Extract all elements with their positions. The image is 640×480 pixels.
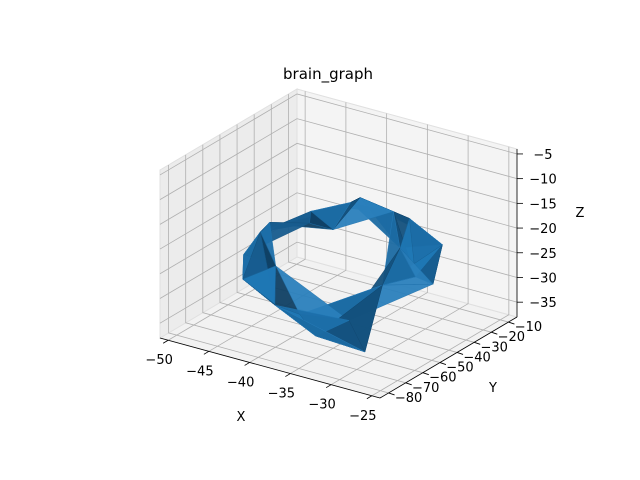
surface-facet	[274, 304, 366, 353]
z-tick-label: −25	[529, 247, 556, 262]
y-gridline	[168, 164, 389, 394]
x-tick-mark	[325, 384, 332, 389]
y-tick-label: −10	[515, 320, 542, 335]
y-gridline	[236, 124, 458, 353]
z-gridline	[159, 118, 518, 200]
axis-lines	[159, 149, 518, 399]
y-tick-mark	[422, 372, 429, 376]
x-axis-line	[159, 337, 381, 399]
z-gridline	[159, 241, 518, 324]
y-axis-label: Y	[488, 381, 497, 396]
x-gridline	[167, 91, 306, 341]
y-tick-label: −40	[463, 350, 490, 365]
z-axis-label: Z	[576, 206, 585, 221]
z-gridline	[159, 167, 518, 250]
x-tick-mark	[285, 373, 291, 377]
y-tick-mark	[439, 362, 447, 365]
x-tick-label: −25	[349, 409, 376, 424]
y-tick-label: −50	[446, 361, 473, 376]
x-tick-mark	[244, 362, 250, 366]
y-axis-line	[379, 316, 518, 399]
y-gridline	[288, 94, 509, 323]
z-tick-label: −5	[533, 148, 552, 163]
x-tick-label: −40	[227, 375, 254, 390]
x-tick-mark	[162, 339, 169, 344]
x-gridline	[290, 124, 428, 374]
y-tick-mark	[491, 331, 498, 335]
y-tick-label: −70	[412, 381, 439, 396]
y-gridline	[202, 144, 423, 374]
z-gridline	[159, 93, 518, 176]
y-tick-mark	[474, 341, 481, 345]
z-tick-label: −35	[529, 296, 556, 311]
surface-facet	[309, 210, 334, 230]
z-gridline	[159, 192, 518, 275]
y-tick-label: −30	[480, 340, 507, 355]
x-tick-label: −45	[186, 364, 213, 379]
y-tick-label: −20	[498, 330, 525, 345]
x-tick-mark	[366, 395, 373, 400]
axis-ticks: −50−45−40−35−30−25−80−70−60−50−40−30−20−…	[145, 148, 556, 424]
z-gridline	[159, 142, 518, 225]
x-tick-label: −50	[145, 353, 172, 368]
z-tick-label: −10	[529, 173, 556, 188]
z-tick-label: −20	[529, 222, 556, 237]
surface-plot	[242, 197, 443, 353]
y-tick-label: −60	[429, 371, 456, 386]
y-tick-mark	[508, 321, 515, 325]
chart-title: brain_graph	[283, 65, 373, 84]
y-tick-mark	[456, 352, 464, 355]
z-tick-label: −30	[529, 271, 556, 286]
x-tick-mark	[203, 350, 210, 355]
y-gridline	[185, 154, 406, 384]
y-tick-mark	[388, 392, 395, 396]
x-gridline	[330, 135, 469, 386]
y-tick-mark	[405, 382, 412, 386]
x-tick-label: −35	[268, 387, 295, 402]
y-tick-label: −80	[395, 391, 422, 406]
x-axis-label: X	[237, 410, 246, 425]
x-gridline	[371, 146, 510, 397]
z-tick-label: −15	[529, 197, 556, 212]
x-tick-label: −30	[308, 398, 335, 413]
x-gridline	[208, 102, 347, 352]
